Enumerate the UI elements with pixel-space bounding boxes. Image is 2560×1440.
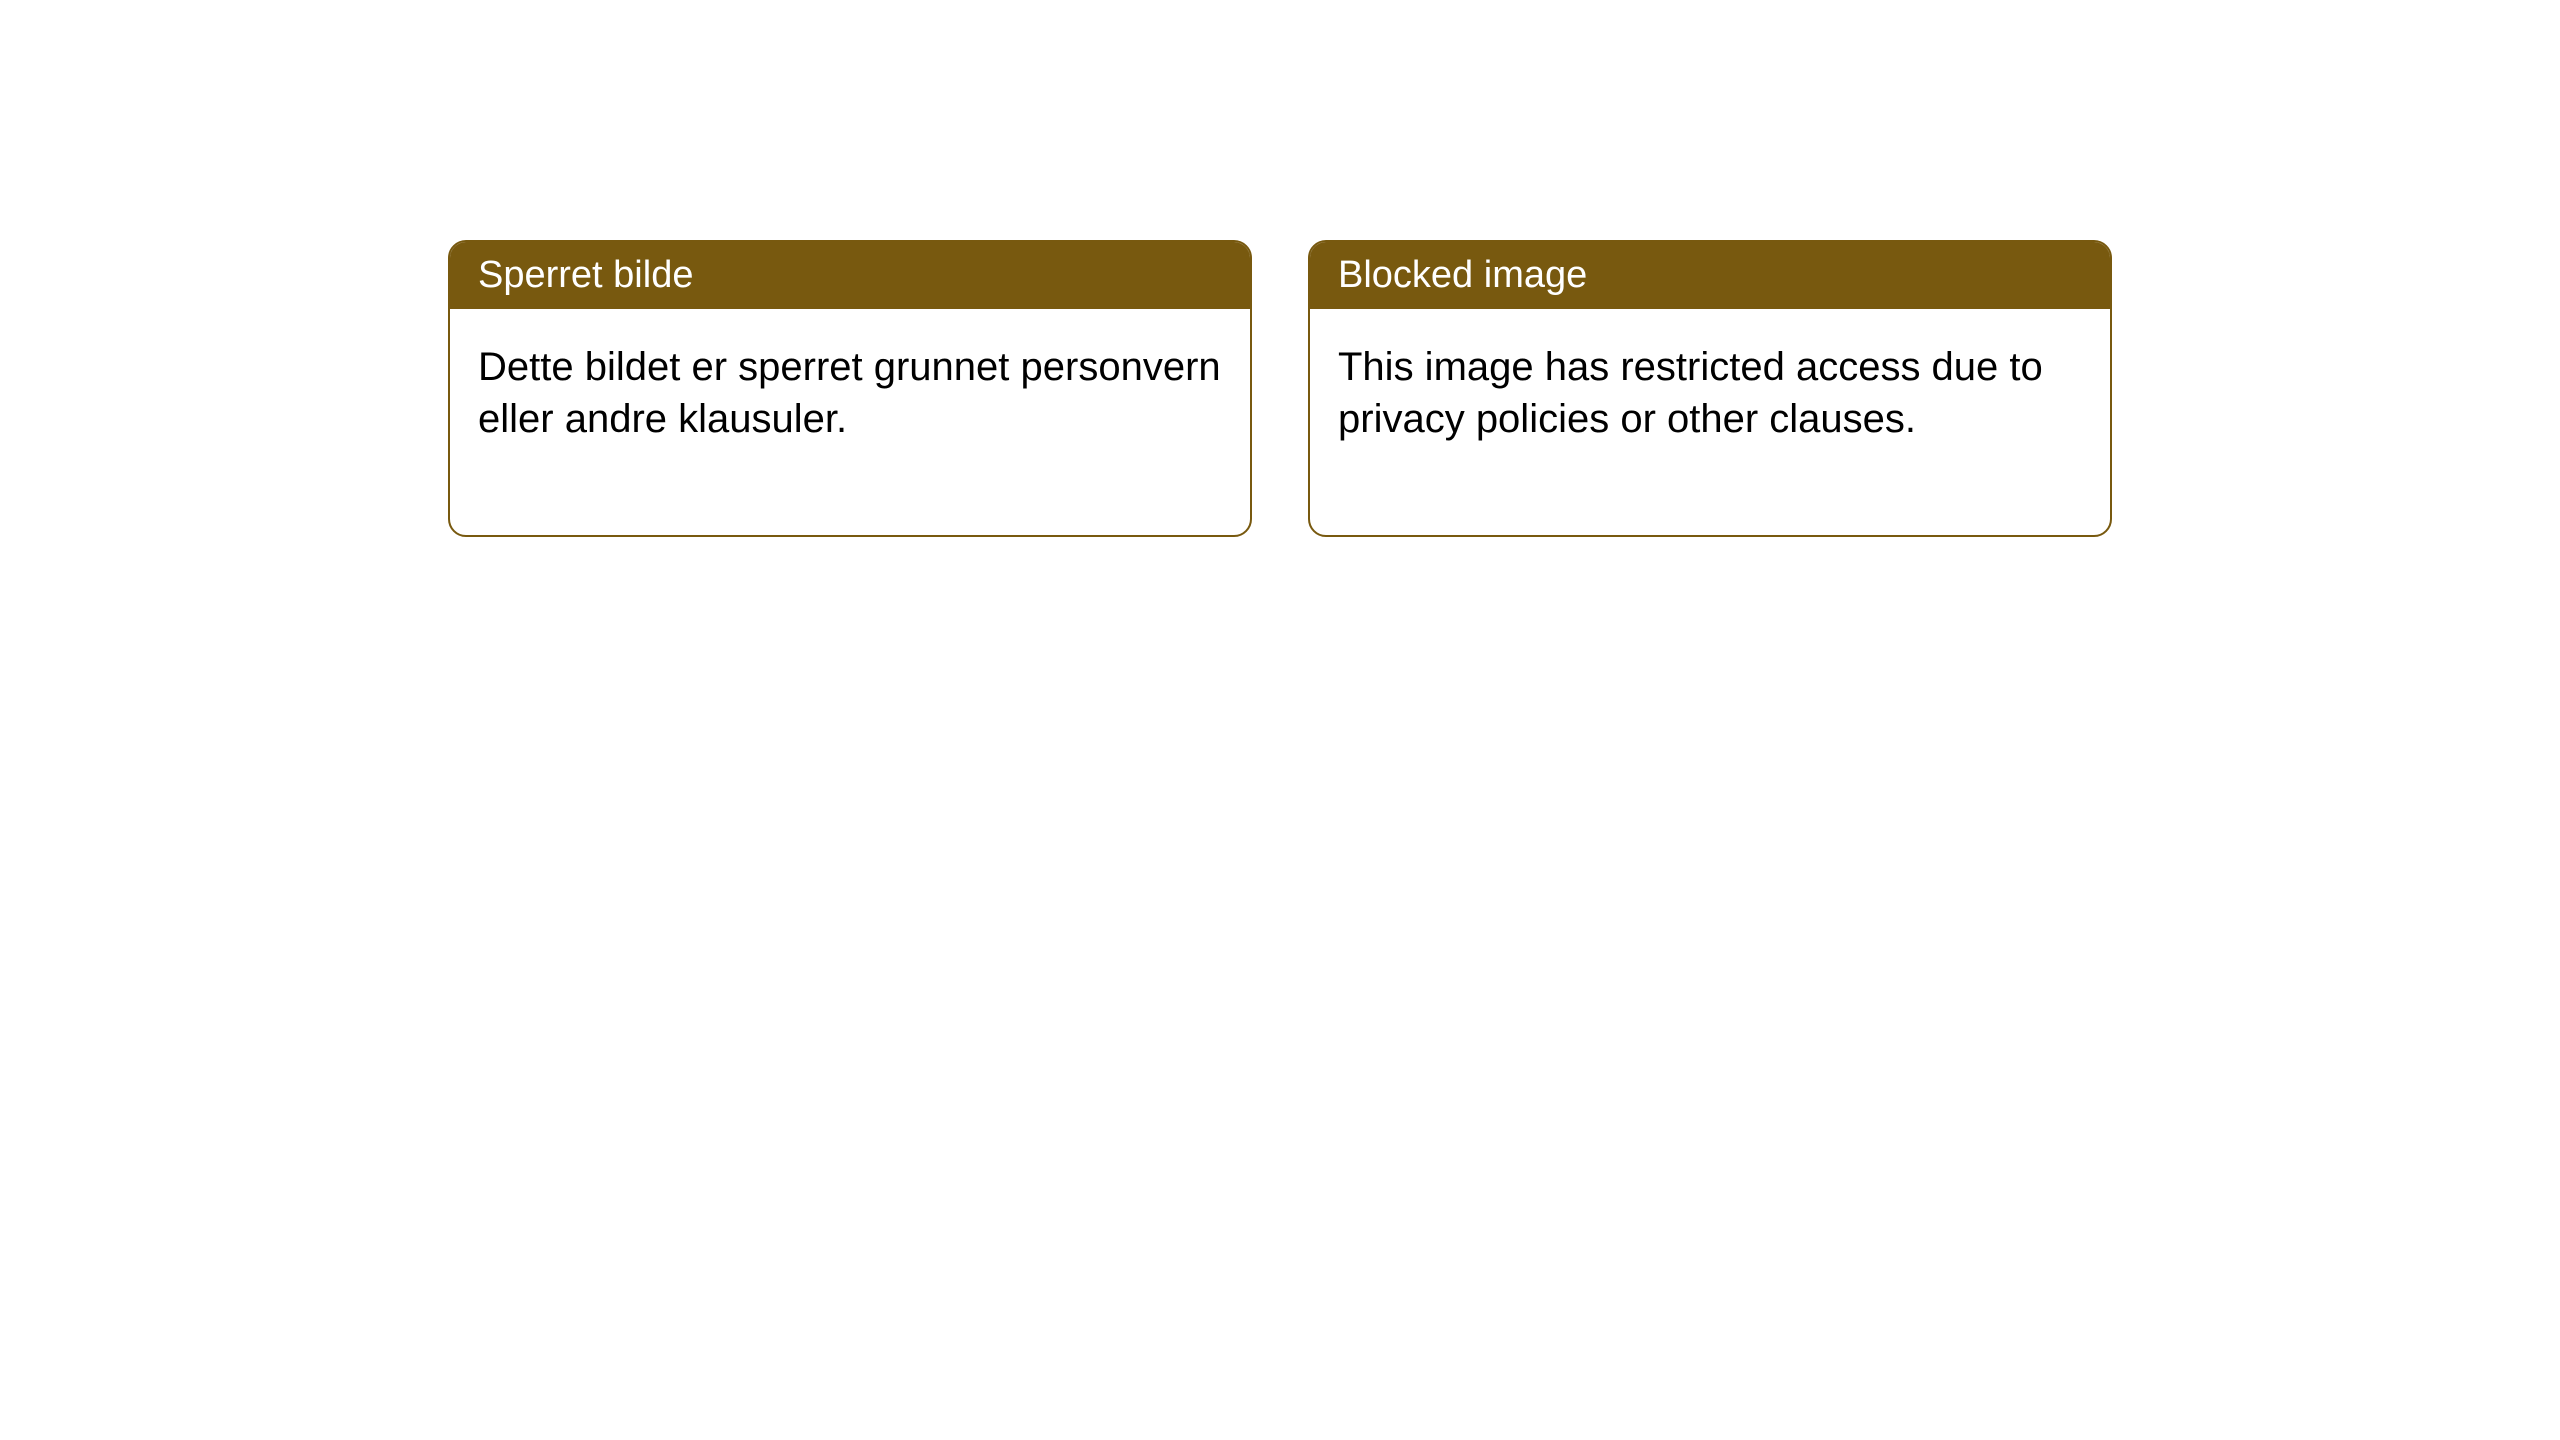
notice-title: Blocked image (1338, 254, 1587, 296)
notice-title: Sperret bilde (478, 254, 693, 296)
notice-body-norwegian: Dette bildet er sperret grunnet personve… (450, 309, 1250, 535)
notice-text: Dette bildet er sperret grunnet personve… (478, 345, 1221, 441)
notice-card-norwegian: Sperret bilde Dette bildet er sperret gr… (448, 240, 1252, 537)
notice-header-english: Blocked image (1310, 242, 2110, 309)
notice-header-norwegian: Sperret bilde (450, 242, 1250, 309)
notice-container: Sperret bilde Dette bildet er sperret gr… (448, 240, 2112, 537)
notice-text: This image has restricted access due to … (1338, 345, 2043, 441)
notice-card-english: Blocked image This image has restricted … (1308, 240, 2112, 537)
notice-body-english: This image has restricted access due to … (1310, 309, 2110, 535)
